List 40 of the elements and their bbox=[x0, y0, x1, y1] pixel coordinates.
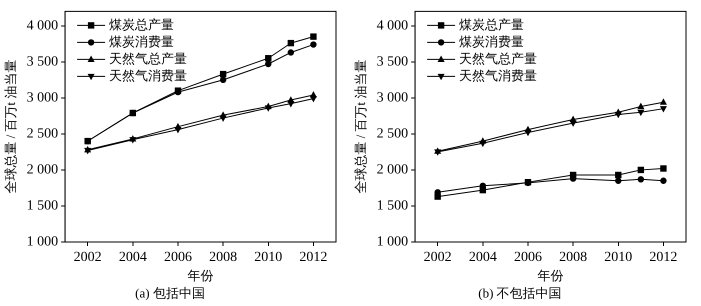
x-tick-label: 2004 bbox=[468, 250, 497, 266]
y-tick-label: 2 500 bbox=[376, 126, 408, 142]
x-tick-label: 2002 bbox=[424, 250, 452, 266]
x-tick-label: 2010 bbox=[604, 250, 632, 266]
y-tick-label: 1 500 bbox=[26, 198, 58, 214]
y-tick-label: 1 500 bbox=[376, 198, 408, 214]
x-tick-label: 2008 bbox=[209, 250, 238, 266]
x-tick-label: 2002 bbox=[74, 250, 102, 266]
x-tick-label: 2006 bbox=[514, 250, 542, 266]
y-tick-label: 3 000 bbox=[26, 90, 58, 106]
y-tick-label: 2 500 bbox=[26, 126, 58, 142]
legend-label: 天然气消费量 bbox=[109, 68, 188, 83]
legend-label: 天然气总产量 bbox=[109, 50, 188, 66]
legend-label: 天然气总产量 bbox=[459, 50, 538, 66]
x-tick-label: 2006 bbox=[164, 250, 192, 266]
x-tick-label: 2008 bbox=[559, 250, 588, 266]
legend-label: 煤炭消费量 bbox=[459, 34, 524, 49]
y-tick-label: 1 000 bbox=[26, 234, 58, 250]
x-axis-title: 年份 bbox=[538, 268, 564, 284]
y-tick-label: 2 000 bbox=[26, 162, 58, 178]
legend-label: 天然气消费量 bbox=[459, 68, 538, 83]
y-tick-label: 3 000 bbox=[376, 90, 408, 106]
x-axis-title: 年份 bbox=[188, 268, 214, 284]
y-axis-title: 全球总量 / 百万t 油当量 bbox=[353, 60, 368, 194]
legend-label: 煤炭消费量 bbox=[109, 34, 174, 49]
legend-label: 煤炭总产量 bbox=[459, 16, 524, 32]
y-axis-title: 全球总量 / 百万t 油当量 bbox=[3, 60, 18, 194]
y-tick-label: 1 000 bbox=[376, 234, 408, 250]
y-tick-label: 3 500 bbox=[376, 54, 408, 70]
x-tick-label: 2012 bbox=[299, 250, 328, 266]
x-tick-label: 2012 bbox=[649, 250, 678, 266]
x-tick-label: 2010 bbox=[254, 250, 282, 266]
text: (b) 不包括中国 bbox=[478, 286, 562, 301]
y-tick-label: 4 000 bbox=[376, 18, 408, 34]
x-tick-label: 2004 bbox=[118, 250, 147, 266]
text: (a) 包括中国 bbox=[135, 286, 205, 301]
y-tick-label: 4 000 bbox=[26, 18, 58, 34]
y-tick-label: 3 500 bbox=[26, 54, 58, 70]
y-tick-label: 2 000 bbox=[376, 162, 408, 178]
legend-label: 煤炭总产量 bbox=[109, 16, 174, 32]
